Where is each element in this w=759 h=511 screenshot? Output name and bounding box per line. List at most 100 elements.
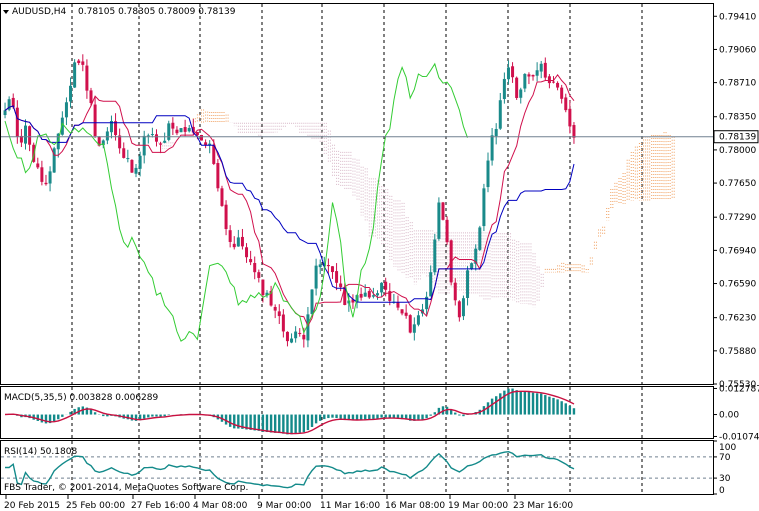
candle-body bbox=[281, 314, 285, 332]
candle-body bbox=[101, 140, 105, 146]
candle-body bbox=[474, 248, 478, 264]
candle-body bbox=[380, 282, 384, 293]
time-tick-label: 9 Mar 00:00 bbox=[257, 501, 312, 511]
candle-body bbox=[261, 279, 265, 296]
candle-body bbox=[44, 182, 48, 185]
price-tick-label: 0.78000 bbox=[719, 146, 756, 156]
price-tick-label: 0.79060 bbox=[719, 45, 756, 55]
time-axis: 20 Feb 2015 25 Feb 00:00 27 Feb 16:00 4 Mar… bbox=[4, 495, 573, 511]
candle-body bbox=[257, 272, 261, 278]
candle-body bbox=[7, 99, 11, 110]
price-axes: 0.79410 0.79060 0.78710 0.78350 0.78000 0.776… bbox=[713, 12, 759, 390]
candle-body bbox=[547, 76, 551, 84]
candle-body bbox=[551, 81, 555, 83]
candle-body bbox=[343, 286, 347, 305]
candle-body bbox=[531, 74, 535, 77]
candle-body bbox=[539, 63, 543, 72]
candle-body bbox=[359, 293, 363, 298]
candle-body bbox=[408, 315, 412, 333]
candle-body bbox=[114, 121, 118, 136]
candle-body bbox=[105, 131, 109, 141]
candlesticks bbox=[3, 54, 576, 348]
candle-body bbox=[134, 167, 138, 174]
candle-body bbox=[478, 227, 482, 250]
candle-body bbox=[363, 292, 367, 297]
candle-body bbox=[511, 66, 515, 78]
time-tick-label: 19 Mar 00:00 bbox=[448, 501, 508, 511]
candle-body bbox=[232, 243, 236, 248]
candle-body bbox=[89, 90, 93, 104]
candle-body bbox=[36, 163, 40, 168]
candle-body bbox=[228, 230, 232, 242]
candle-body bbox=[490, 135, 494, 161]
macd-tick-label: 0.012787 bbox=[719, 384, 759, 394]
dropdown-triangle-icon[interactable] bbox=[3, 10, 9, 14]
price-tick-label: 0.76940 bbox=[719, 246, 756, 256]
candle-body bbox=[245, 247, 249, 258]
candle-body bbox=[208, 143, 212, 146]
chikou-span-line bbox=[4, 62, 468, 342]
ichimoku-cloud bbox=[155, 109, 675, 308]
candle-body bbox=[498, 100, 502, 129]
candle-body bbox=[314, 265, 318, 289]
price-tick-label: 0.75880 bbox=[719, 347, 756, 357]
time-tick-label: 25 Feb 00:00 bbox=[66, 501, 125, 511]
candle-body bbox=[236, 237, 240, 247]
symbol-header: AUDUSD,H4 0.78105 0.78305 0.78009 0.7813… bbox=[3, 7, 236, 17]
rsi-panel-frame bbox=[0, 440, 714, 495]
candle-body bbox=[367, 291, 371, 298]
candle-body bbox=[138, 155, 142, 169]
candle-body bbox=[441, 202, 445, 220]
time-tick-label: 27 Feb 16:00 bbox=[131, 501, 190, 511]
tenkan-sen-line bbox=[4, 73, 575, 328]
time-tick-label: 4 Mar 08:00 bbox=[193, 501, 248, 511]
candle-body bbox=[60, 117, 64, 135]
symbol-label: AUDUSD,H4 bbox=[12, 7, 67, 17]
candle-body bbox=[64, 102, 68, 118]
candle-body bbox=[564, 97, 568, 111]
candle-body bbox=[560, 87, 564, 99]
price-tick-label: 0.79410 bbox=[719, 12, 756, 22]
candle-body bbox=[77, 60, 81, 64]
candle-body bbox=[482, 188, 486, 227]
candle-body bbox=[212, 144, 216, 164]
candle-body bbox=[11, 97, 15, 108]
candle-body bbox=[32, 144, 36, 162]
candle-body bbox=[298, 332, 302, 334]
candle-body bbox=[73, 62, 77, 88]
candle-body bbox=[322, 263, 326, 267]
candle-body bbox=[568, 108, 572, 127]
candle-body bbox=[167, 123, 171, 140]
candle-body bbox=[69, 85, 73, 102]
candle-body bbox=[109, 121, 113, 133]
candle-body bbox=[93, 104, 97, 136]
candle-body bbox=[200, 135, 204, 141]
candle-body bbox=[277, 311, 281, 317]
candle-body bbox=[216, 163, 220, 189]
candle-body bbox=[412, 324, 416, 333]
candle-body bbox=[183, 127, 187, 132]
candle-body bbox=[24, 125, 28, 144]
candle-body bbox=[310, 289, 314, 314]
candle-body bbox=[179, 128, 183, 133]
candle-body bbox=[351, 299, 355, 303]
candle-body bbox=[85, 65, 89, 91]
price-tick-label: 0.78710 bbox=[719, 79, 756, 89]
candle-body bbox=[130, 159, 134, 173]
price-tick-label: 0.75530 bbox=[719, 380, 756, 390]
macd-tick-label: -0.010747 bbox=[719, 432, 759, 442]
candle-body bbox=[290, 338, 294, 343]
candle-body bbox=[97, 136, 101, 146]
candle-body bbox=[527, 74, 531, 77]
candle-body bbox=[306, 314, 310, 341]
candle-body bbox=[175, 129, 179, 134]
candle-body bbox=[486, 160, 490, 188]
candle-body bbox=[220, 188, 224, 206]
candle-body bbox=[204, 142, 208, 146]
candle-body bbox=[52, 148, 56, 173]
candle-body bbox=[122, 148, 126, 158]
rsi-label: RSI(14) 50.1808 bbox=[4, 447, 77, 457]
candle-body bbox=[339, 283, 343, 288]
candle-body bbox=[453, 282, 457, 301]
